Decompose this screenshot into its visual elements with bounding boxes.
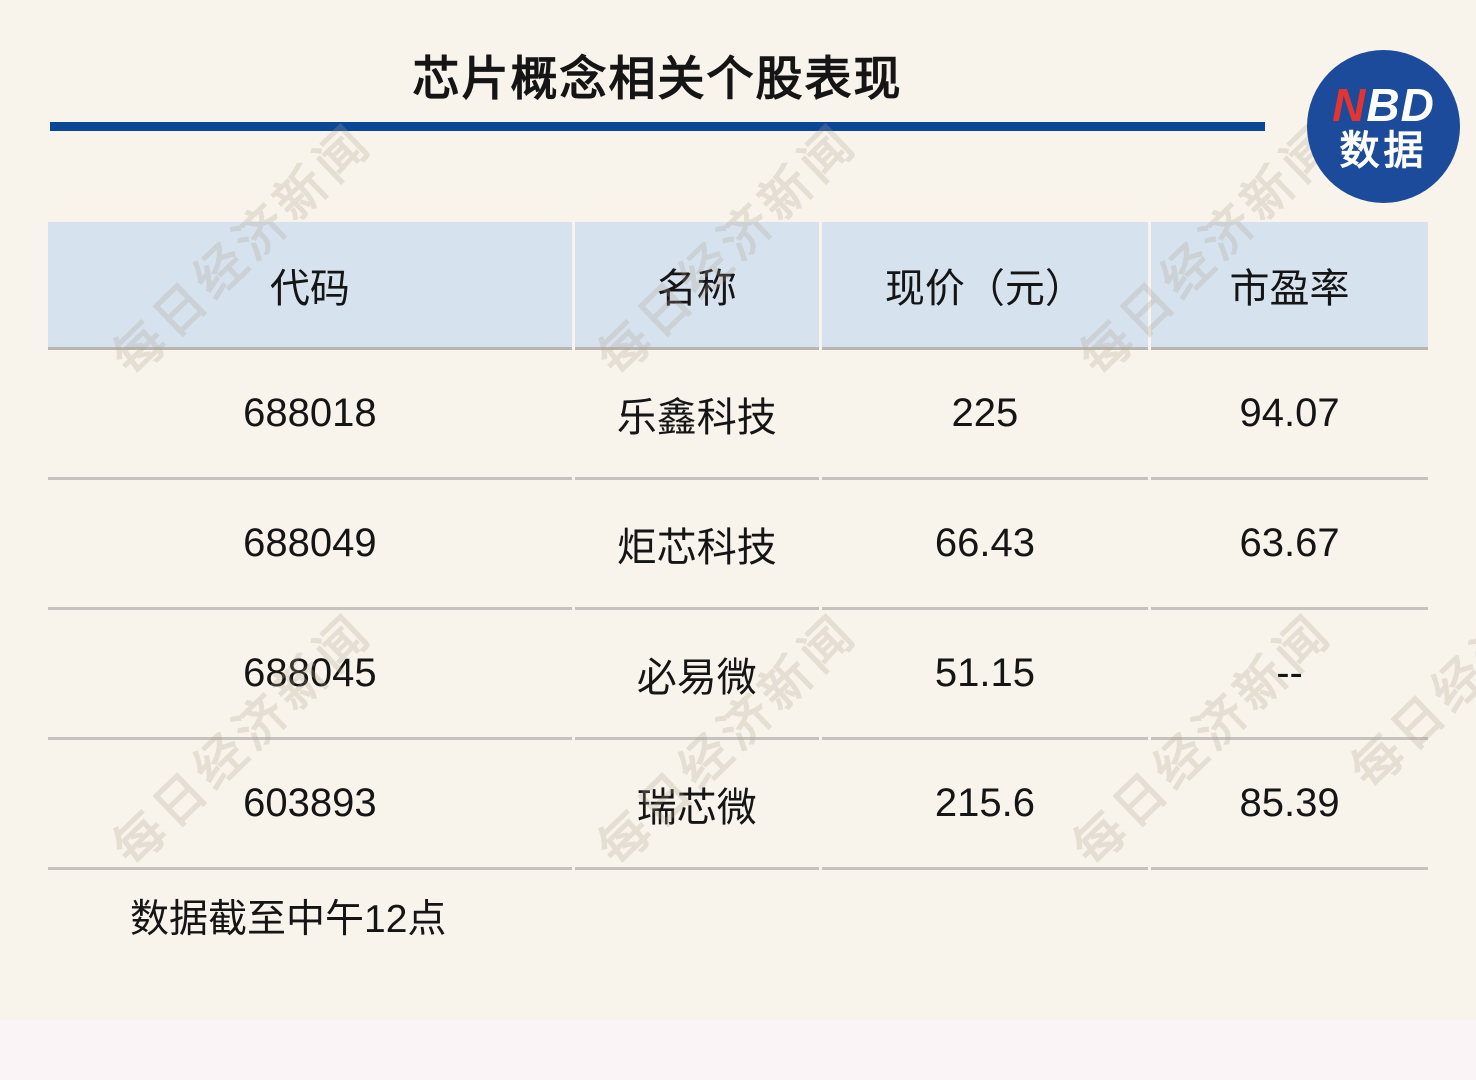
cell-code: 603893 <box>48 740 572 870</box>
nbd-logo-letters-bd: BD <box>1366 79 1435 132</box>
cell-name: 必易微 <box>574 610 819 740</box>
cell-pe-ratio: 85.39 <box>1151 740 1428 870</box>
cell-pe-ratio: 63.67 <box>1151 480 1428 610</box>
cell-pe-ratio: -- <box>1151 610 1428 740</box>
table-header-row: 代码 名称 现价（元） 市盈率 <box>48 222 1428 350</box>
cell-code: 688045 <box>48 610 572 740</box>
table-row: 688045 必易微 51.15 -- <box>48 610 1428 740</box>
cell-code: 688049 <box>48 480 572 610</box>
cell-name: 炬芯科技 <box>574 480 819 610</box>
cell-name: 瑞芯微 <box>574 740 819 870</box>
cell-price: 215.6 <box>821 740 1149 870</box>
bottom-band <box>0 1020 1476 1080</box>
data-cutoff-note: 数据截至中午12点 <box>130 898 447 941</box>
cell-price: 51.15 <box>821 610 1149 740</box>
table-row: 603893 瑞芯微 215.6 85.39 <box>48 740 1428 870</box>
page-title: 芯片概念相关个股表现 <box>412 52 903 105</box>
header-price: 现价（元） <box>821 222 1149 350</box>
table-row: 688018 乐鑫科技 225 94.07 <box>48 350 1428 480</box>
nbd-logo-text: NBD <box>1332 81 1435 129</box>
cell-pe-ratio: 94.07 <box>1151 350 1428 480</box>
nbd-logo-subtext: 数据 <box>1339 128 1428 173</box>
table-row: 688049 炬芯科技 66.43 63.67 <box>48 480 1428 610</box>
cell-name: 乐鑫科技 <box>574 350 819 480</box>
stock-table: 代码 名称 现价（元） 市盈率 688018 乐鑫科技 225 94.07 68… <box>45 222 1431 870</box>
nbd-logo-letter-n: N <box>1332 79 1367 132</box>
cell-price: 225 <box>821 350 1149 480</box>
header-name: 名称 <box>574 222 819 350</box>
header-code: 代码 <box>48 222 572 350</box>
cell-price: 66.43 <box>821 480 1149 610</box>
header-pe-ratio: 市盈率 <box>1151 222 1428 350</box>
cell-code: 688018 <box>48 350 572 480</box>
nbd-logo: NBD 数据 <box>1307 50 1460 203</box>
title-underline <box>50 122 1265 131</box>
